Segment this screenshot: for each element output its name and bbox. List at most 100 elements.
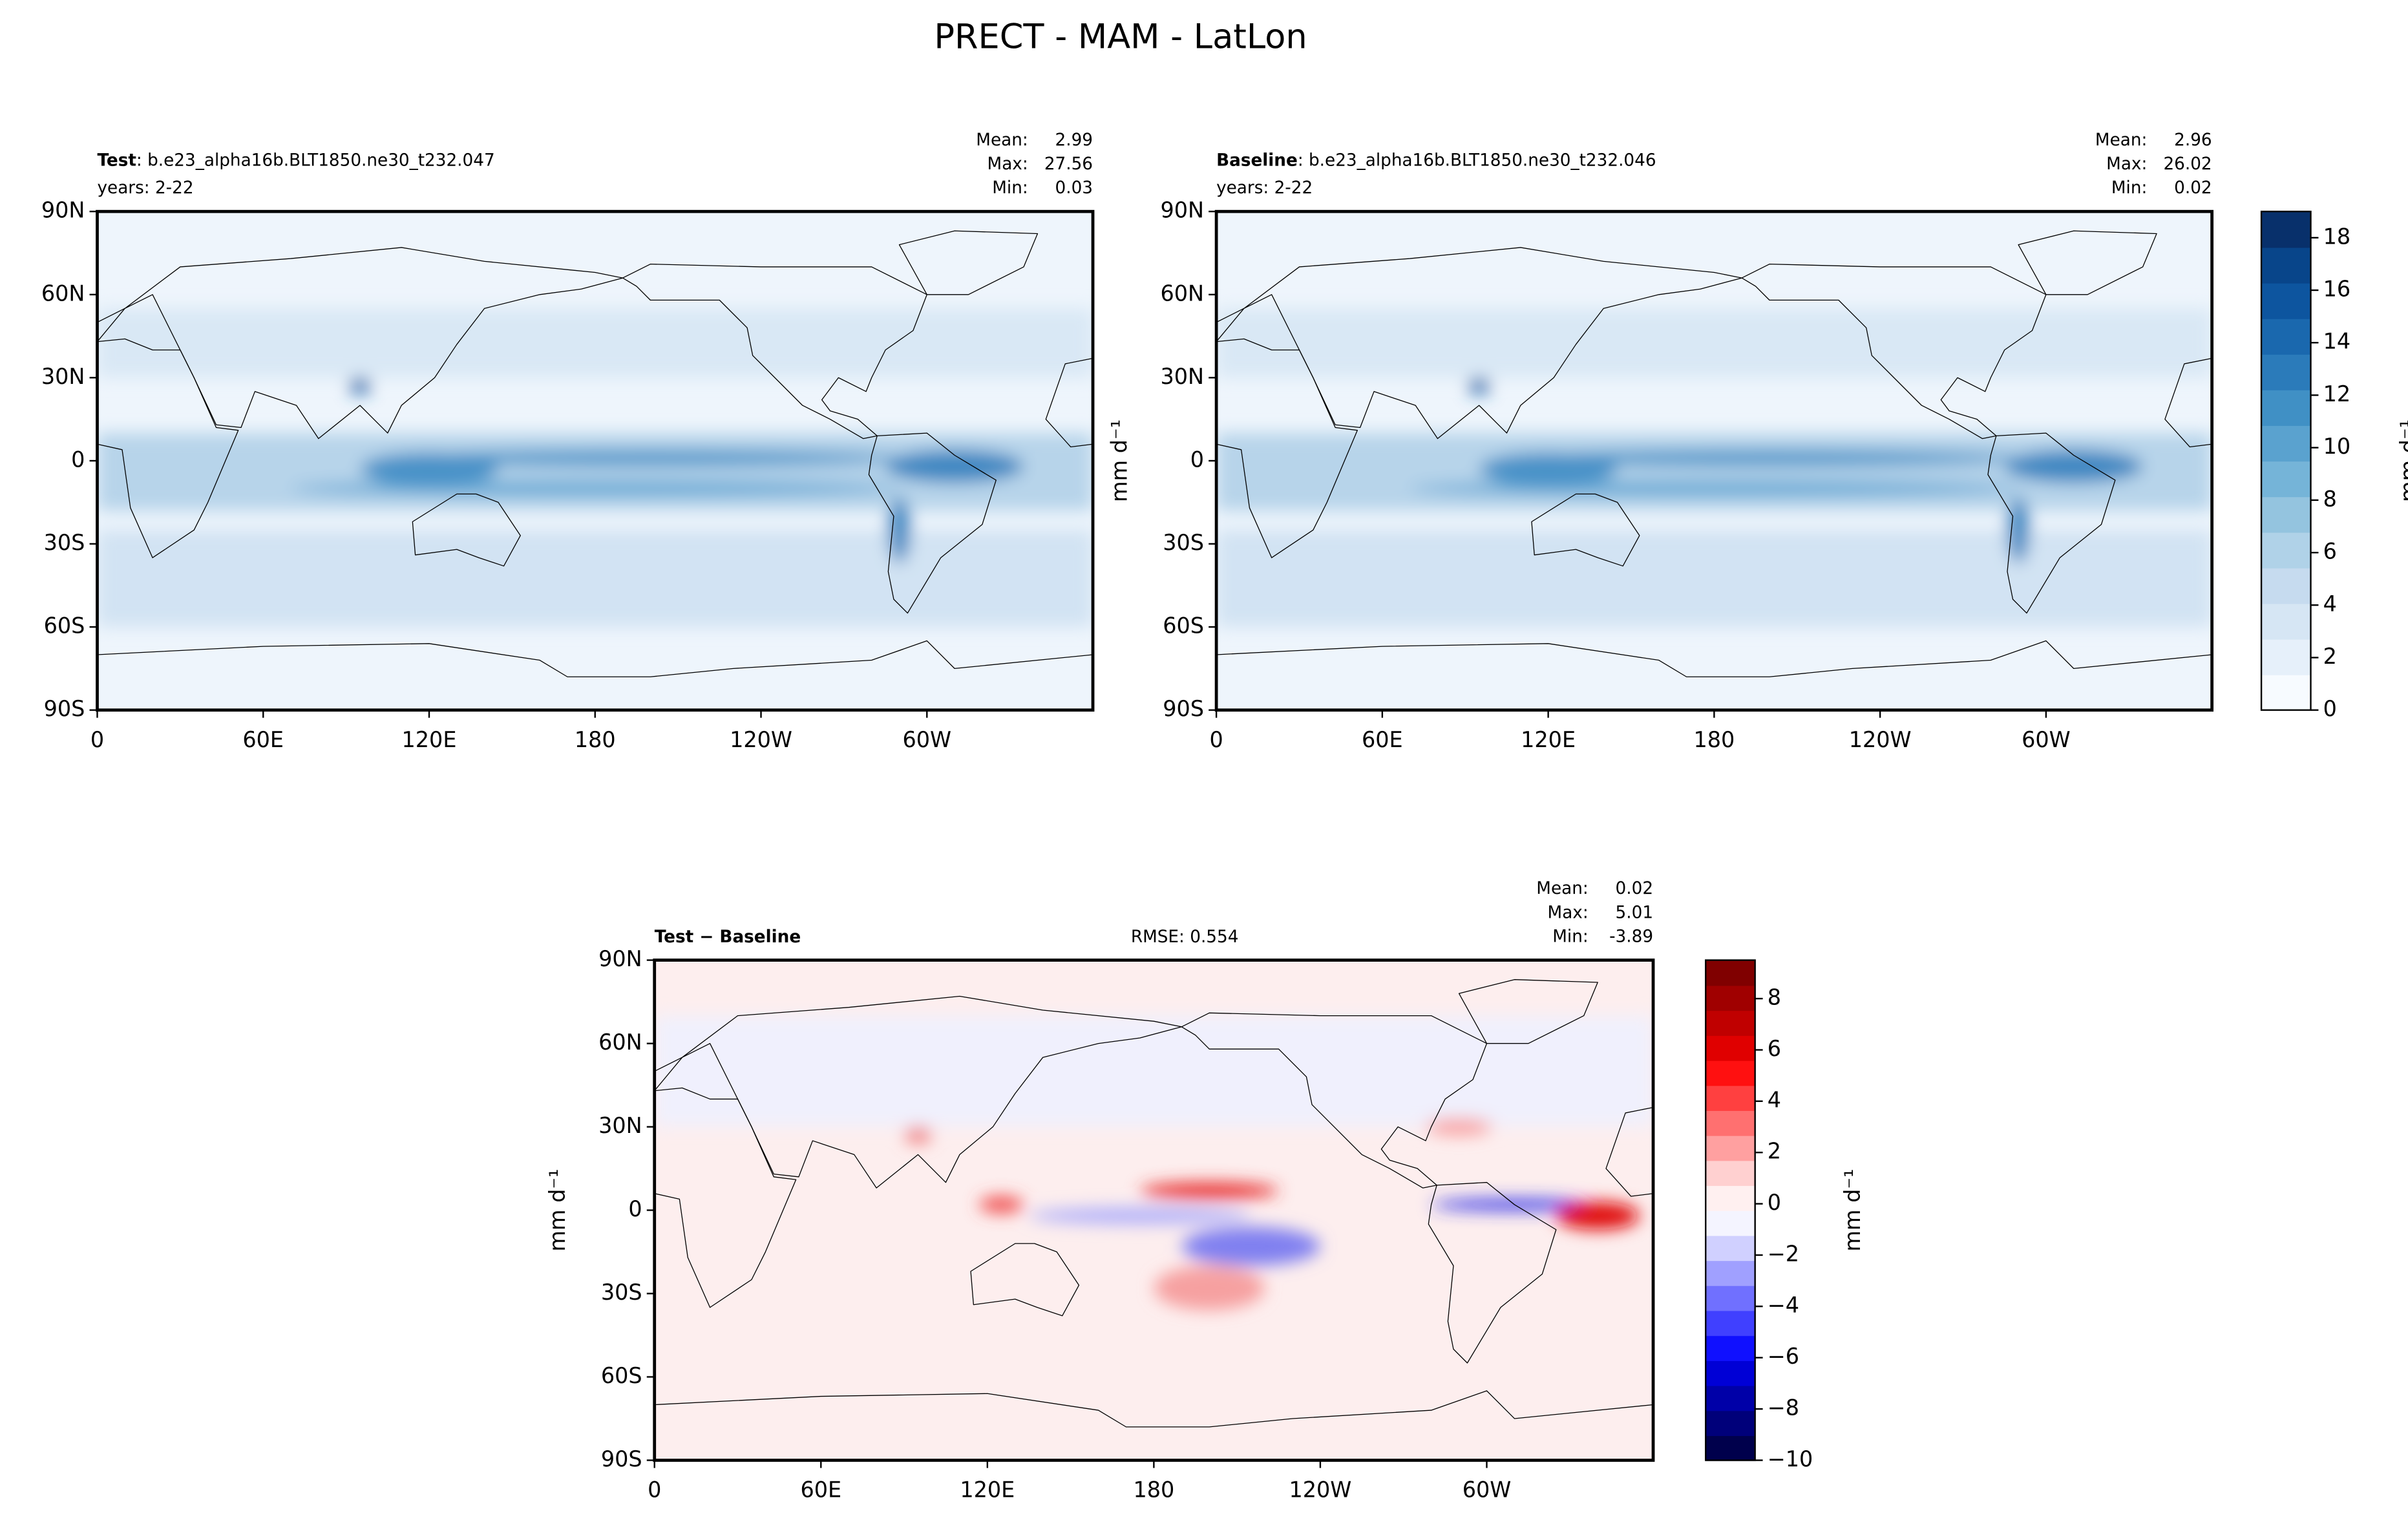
colorbar-tick-label: 14 (2323, 329, 2351, 354)
colorbar-band (1706, 1009, 1755, 1036)
stat-value: 2.96 (2174, 131, 2212, 150)
x-tick-label: 120W (1289, 1477, 1352, 1503)
x-tick-label: 60W (2022, 727, 2071, 752)
panel-title: Baseline (1216, 151, 1298, 170)
colorbar-band (1706, 1335, 1755, 1361)
x-tick-label: 120E (1521, 727, 1576, 752)
panel-years: years: 2-22 (1216, 178, 1313, 198)
x-tick-label: 0 (648, 1477, 661, 1503)
panel-header: Baseline: b.e23_alpha16b.BLT1850.ne30_t2… (1216, 151, 1656, 170)
x-tick-label: 60W (902, 727, 951, 752)
x-tick-label: 120E (402, 727, 457, 752)
x-tick-label: 120W (730, 727, 792, 752)
x-tick-label: 0 (1209, 727, 1223, 752)
colorbar-band (1706, 1185, 1755, 1211)
stat-label: Mean: (1536, 879, 1588, 898)
figure-title: PRECT - MAM - LatLon (934, 17, 1307, 56)
stat-label: Max: (2106, 154, 2147, 174)
colorbar-tick-label: −8 (1768, 1395, 1799, 1421)
y-tick-label: 60N (41, 280, 85, 306)
colorbar-tick-label: 16 (2323, 277, 2351, 302)
stat-label: Max: (1548, 903, 1589, 922)
colorbar-band (2261, 639, 2311, 675)
colorbar-band (1706, 1235, 1755, 1262)
colorbar-band (1706, 1160, 1755, 1187)
colorbar-band (1706, 1035, 1755, 1061)
colorbar-tick-label: 10 (2323, 434, 2351, 459)
x-tick-label: 60E (1362, 727, 1403, 752)
field (97, 211, 1093, 710)
colorbar-band (2261, 425, 2311, 462)
colorbar-tick-label: 18 (2323, 224, 2351, 249)
y-tick-label: 30S (1163, 530, 1204, 555)
stat-label: Min: (2111, 178, 2147, 198)
colorbar-band (1706, 1060, 1755, 1086)
y-tick-label: 60S (1163, 613, 1204, 639)
stat-value: 0.02 (1616, 879, 1653, 898)
colorbar-tick-label: 6 (2323, 539, 2337, 564)
colorbar-tick-label: 4 (2323, 591, 2337, 617)
stat-value: 0.03 (1055, 178, 1093, 198)
stat-value: 2.99 (1055, 131, 1093, 150)
y-tick-label: 30N (1160, 364, 1204, 389)
y-tick-label: 60N (598, 1030, 642, 1055)
colorbar-label: mm d⁻¹ (1840, 1169, 1865, 1252)
colorbar-tick-label: 0 (2323, 696, 2337, 721)
colorbar-tick-label: 6 (1768, 1036, 1781, 1061)
stat-value: 26.02 (2163, 154, 2212, 174)
colorbar-band (2261, 460, 2311, 498)
y-tick-label: 90N (41, 198, 85, 223)
colorbar-band (1706, 1135, 1755, 1161)
colorbar-band (1706, 1360, 1755, 1386)
y-tick-label: 60N (1160, 280, 1204, 306)
y-tick-label: 30N (598, 1113, 642, 1138)
field (655, 960, 1653, 1461)
colorbar-tick-label: −2 (1768, 1241, 1799, 1266)
y-tick-label: 30S (601, 1280, 642, 1305)
colorbar-frame (2260, 211, 2312, 711)
panel-years: years: 2-22 (97, 178, 193, 198)
x-tick-label: 120E (960, 1477, 1015, 1503)
colorbar-tick-label: 2 (2323, 644, 2337, 669)
colorbar-band (2261, 211, 2311, 248)
colorbar-band (2261, 282, 2311, 319)
x-tick-label: 60E (800, 1477, 841, 1503)
panel-subtitle: : b.e23_alpha16b.BLT1850.ne30_t232.046 (1298, 151, 1656, 170)
y-tick-label: 0 (628, 1196, 642, 1221)
y-tick-label: 30S (44, 530, 85, 555)
colorbar-band (1706, 1260, 1755, 1286)
colorbar-band (2261, 354, 2311, 390)
y-axis-label: mm d⁻¹ (545, 1169, 570, 1252)
colorbar-tick-label: 4 (1768, 1087, 1781, 1112)
panel-header: Test − Baseline (655, 927, 801, 946)
colorbar-band (1706, 1085, 1755, 1111)
field (1216, 211, 2212, 710)
stat-label: Mean: (2095, 131, 2147, 150)
colorbar-band (1706, 1310, 1755, 1337)
y-tick-label: 90N (1160, 198, 1204, 223)
panel-header: Test: b.e23_alpha16b.BLT1850.ne30_t232.0… (97, 151, 494, 170)
stat-value: 5.01 (1616, 903, 1653, 922)
y-tick-label: 30N (41, 364, 85, 389)
stat-value: 27.56 (1044, 154, 1093, 174)
y-axis-label: mm d⁻¹ (1107, 419, 1132, 502)
colorbar-label: mm d⁻¹ (2396, 419, 2408, 502)
colorbar-tick-label: −10 (1768, 1446, 1813, 1472)
panel-subtitle: : b.e23_alpha16b.BLT1850.ne30_t232.047 (136, 151, 495, 170)
colorbar-frame (1705, 959, 1756, 1461)
y-tick-label: 0 (71, 447, 85, 472)
colorbar-tick-label: 8 (1768, 985, 1781, 1010)
stat-value: 0.02 (2174, 178, 2212, 198)
x-tick-label: 0 (90, 727, 104, 752)
stat-label: Max: (987, 154, 1028, 174)
stat-label: Mean: (976, 131, 1028, 150)
y-tick-label: 90S (1163, 696, 1204, 721)
rmse-label: RMSE: (1131, 927, 1185, 946)
colorbar-band (2261, 496, 2311, 533)
y-tick-label: 60S (601, 1363, 642, 1388)
colorbar-band (2261, 603, 2311, 640)
colorbar-tick-label: 8 (2323, 486, 2337, 511)
colorbar-band (1706, 1410, 1755, 1436)
